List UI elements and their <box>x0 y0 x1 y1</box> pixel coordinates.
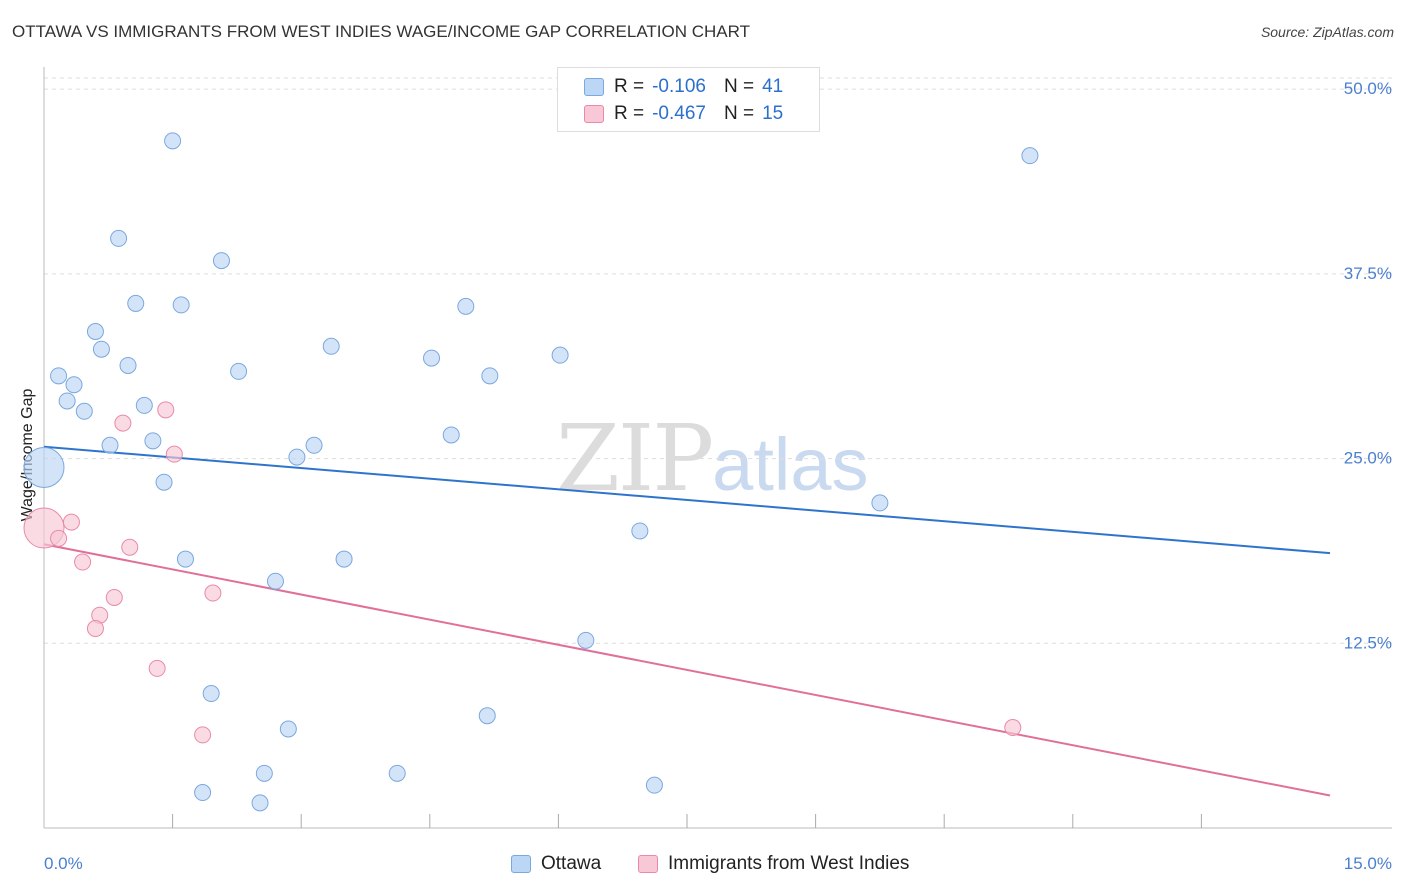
y-tick-label-1: 25.0% <box>1344 449 1392 468</box>
stats-legend: R = -0.106 N = 41 R = -0.467 N = 15 <box>557 67 820 132</box>
ottawa-point-23 <box>101 436 119 454</box>
legend-ottawa-label: Ottawa <box>541 853 602 874</box>
west-indies-swatch <box>584 105 604 123</box>
west-indies-point-2 <box>114 414 132 432</box>
ottawa-point-8 <box>86 323 104 341</box>
west-indies-point-8 <box>204 584 222 602</box>
west-indies-point-14 <box>1004 719 1022 737</box>
west-indies-point-13 <box>194 726 212 744</box>
west-indies-point-3 <box>165 445 183 463</box>
legend-west-indies-swatch <box>638 855 658 873</box>
legend-row-ottawa: R = -0.106 N = 41 <box>584 75 783 99</box>
ottawa-point-19 <box>135 396 153 414</box>
west-indies-r-value: -0.467 <box>652 103 706 124</box>
ottawa-point-0 <box>23 446 65 488</box>
ottawa-point-22 <box>144 432 162 450</box>
legend-item-ottawa[interactable]: Ottawa <box>511 853 601 875</box>
ottawa-point-7 <box>457 297 475 315</box>
x-tick-label-1: 15.0% <box>1344 854 1392 873</box>
ottawa-r-value: -0.106 <box>652 76 706 97</box>
ottawa-point-39 <box>194 784 212 802</box>
ottawa-point-12 <box>551 346 569 364</box>
series-legend: Ottawa Immigrants from West Indies <box>0 851 1406 877</box>
ottawa-point-4 <box>212 252 230 270</box>
ottawa-trend-line <box>43 445 1331 555</box>
source-credit: Source: ZipAtlas.com <box>1260 24 1394 40</box>
ottawa-r-label: R = <box>614 76 645 97</box>
ottawa-point-14 <box>230 362 248 380</box>
ottawa-point-21 <box>442 426 460 444</box>
axis-layer <box>43 67 1392 829</box>
ottawa-point-37 <box>388 764 406 782</box>
west-indies-point-5 <box>50 529 68 547</box>
ottawa-point-5 <box>127 294 145 312</box>
ottawa-n-value: 41 <box>762 76 784 97</box>
west-indies-point-6 <box>121 538 139 556</box>
ottawa-swatch <box>584 78 604 96</box>
ottawa-point-32 <box>577 631 595 649</box>
x-tick-label-0: 0.0% <box>44 854 83 873</box>
ottawa-point-2 <box>1021 147 1039 165</box>
ottawa-point-6 <box>172 296 190 314</box>
point-layer <box>23 132 1039 812</box>
ottawa-point-15 <box>50 367 68 385</box>
ottawa-point-31 <box>266 572 284 590</box>
west-indies-n-value: 15 <box>762 103 784 124</box>
ottawa-n-label: N = <box>723 76 755 97</box>
ottawa-point-35 <box>279 720 297 738</box>
y-tick-label-2: 37.5% <box>1344 264 1392 283</box>
grid-layer <box>44 77 1392 644</box>
ottawa-point-28 <box>631 522 649 540</box>
west-indies-trend-line <box>43 543 1331 797</box>
ottawa-point-11 <box>423 349 441 367</box>
ottawa-point-18 <box>58 392 76 410</box>
west-indies-point-1 <box>157 401 175 419</box>
chart-title: OTTAWA VS IMMIGRANTS FROM WEST INDIES WA… <box>12 22 750 41</box>
ottawa-point-25 <box>288 448 306 466</box>
ottawa-point-1 <box>164 132 182 150</box>
ottawa-point-33 <box>202 685 220 703</box>
ottawa-point-38 <box>645 776 663 794</box>
y-tick-label-3: 50.0% <box>1344 79 1392 98</box>
west-indies-point-4 <box>62 513 80 531</box>
west-indies-n-label: N = <box>723 103 755 124</box>
ottawa-point-30 <box>335 550 353 568</box>
ottawa-point-16 <box>65 376 83 394</box>
ottawa-point-10 <box>92 340 110 358</box>
y-tick-label-0: 12.5% <box>1344 633 1392 652</box>
label-layer: 12.5% 25.0% 37.5% 50.0% 0.0% 15.0% <box>44 79 1392 873</box>
legend-row-west-indies: R = -0.467 N = 15 <box>584 102 783 126</box>
legend-west-indies-label: Immigrants from West Indies <box>668 853 910 874</box>
ottawa-point-40 <box>251 794 269 812</box>
ottawa-point-3 <box>110 229 128 247</box>
west-indies-point-12 <box>148 659 166 677</box>
ottawa-point-26 <box>155 473 173 491</box>
ottawa-point-27 <box>871 494 889 512</box>
legend-item-west-indies[interactable]: Immigrants from West Indies <box>638 853 909 875</box>
legend-ottawa-swatch <box>511 855 531 873</box>
ottawa-point-20 <box>75 402 93 420</box>
ottawa-point-13 <box>119 356 137 374</box>
ottawa-point-24 <box>305 436 323 454</box>
west-indies-point-11 <box>86 620 104 638</box>
ottawa-point-17 <box>481 367 499 385</box>
west-indies-r-label: R = <box>614 103 645 124</box>
ottawa-point-29 <box>176 550 194 568</box>
ottawa-point-9 <box>322 337 340 355</box>
ottawa-point-34 <box>478 707 496 725</box>
ottawa-point-36 <box>255 764 273 782</box>
trend-layer <box>43 445 1331 797</box>
west-indies-point-7 <box>74 553 92 571</box>
west-indies-point-9 <box>105 588 123 606</box>
